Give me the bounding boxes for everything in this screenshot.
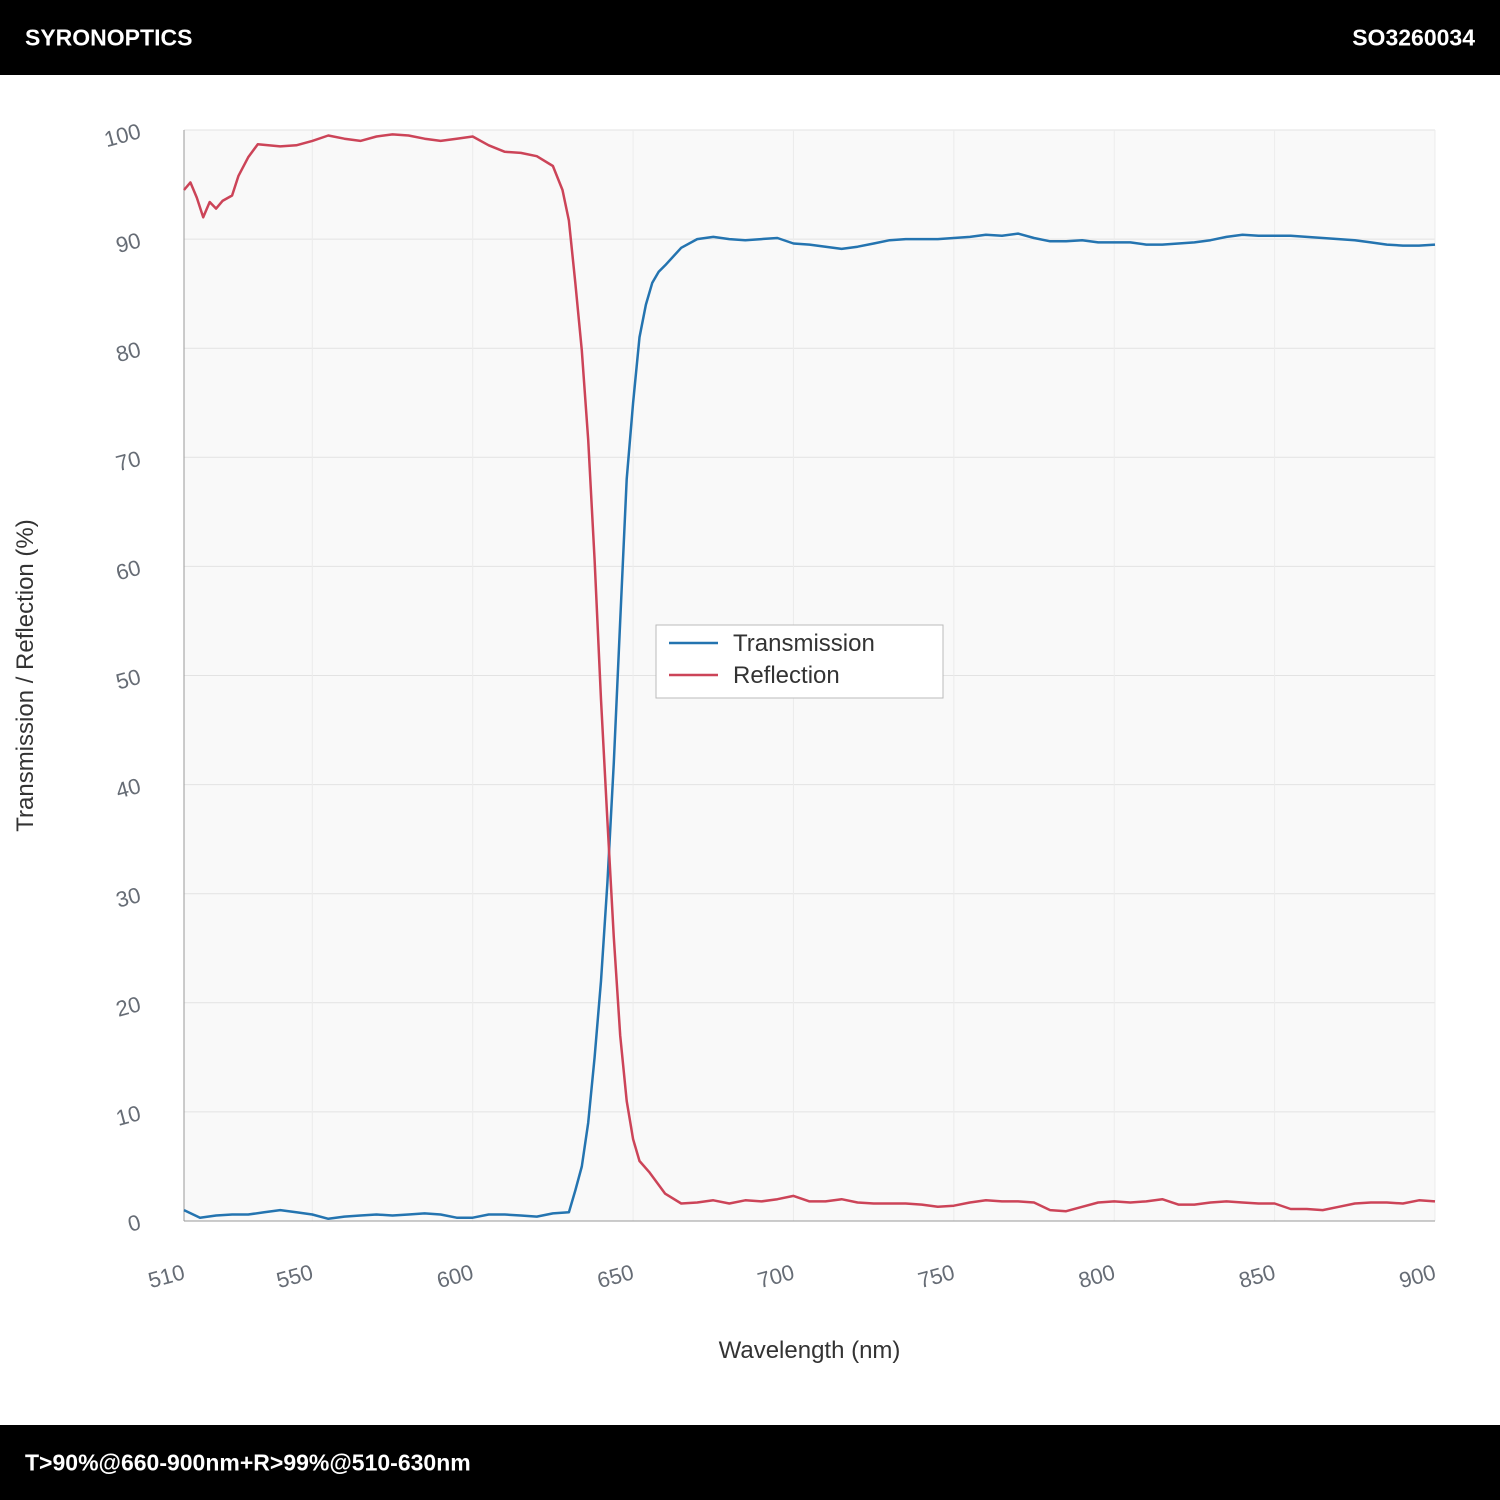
y-tick-label: 60 — [113, 555, 143, 585]
x-tick-label: 750 — [915, 1259, 957, 1293]
y-tick-label: 100 — [101, 118, 143, 152]
x-tick-label: 550 — [274, 1259, 316, 1293]
y-tick-label: 50 — [113, 664, 143, 694]
data-line — [183, 232, 1436, 1221]
data-line — [183, 133, 1436, 1213]
y-tick-label: 30 — [113, 882, 143, 912]
y-tick-label: 80 — [113, 337, 143, 367]
x-axis-title: Wavelength (nm) — [719, 1337, 901, 1364]
x-tick-label: 600 — [434, 1259, 476, 1293]
x-tick-label: 900 — [1396, 1259, 1438, 1293]
y-tick-label: 20 — [113, 991, 143, 1021]
x-tick-label: 850 — [1236, 1259, 1278, 1293]
y-tick-label: 10 — [113, 1100, 143, 1130]
y-axis-title: Transmission / Reflection (%) — [12, 519, 39, 832]
x-tick-label: 510 — [145, 1259, 187, 1293]
legend-box — [655, 624, 944, 699]
x-tick-label: 800 — [1076, 1259, 1118, 1293]
header: SYRONOPTICS SO3260034 — [0, 0, 1500, 75]
y-tick-label: 40 — [113, 773, 143, 803]
spec: T>90%@660-900nm+R>99%@510-630nm — [25, 1449, 471, 1475]
y-tick-label: 0 — [125, 1209, 143, 1236]
x-tick-label: 700 — [755, 1259, 797, 1293]
x-tick-label: 650 — [595, 1259, 637, 1293]
y-tick-label: 90 — [113, 228, 143, 258]
y-tick-label: 70 — [113, 446, 143, 476]
legend-label: Reflection — [733, 662, 840, 689]
legend: Transmission Reflection — [655, 624, 944, 699]
brand: SYRONOPTICS — [25, 24, 193, 50]
legend-label: Transmission — [733, 630, 875, 657]
footer: T>90%@660-900nm+R>99%@510-630nm — [0, 1425, 1500, 1500]
product-code: SO3260034 — [1352, 24, 1475, 50]
chart: 0 10 20 30 40 50 60 70 80 90 100 510 550 600 650 700 750… — [12, 118, 1438, 1364]
